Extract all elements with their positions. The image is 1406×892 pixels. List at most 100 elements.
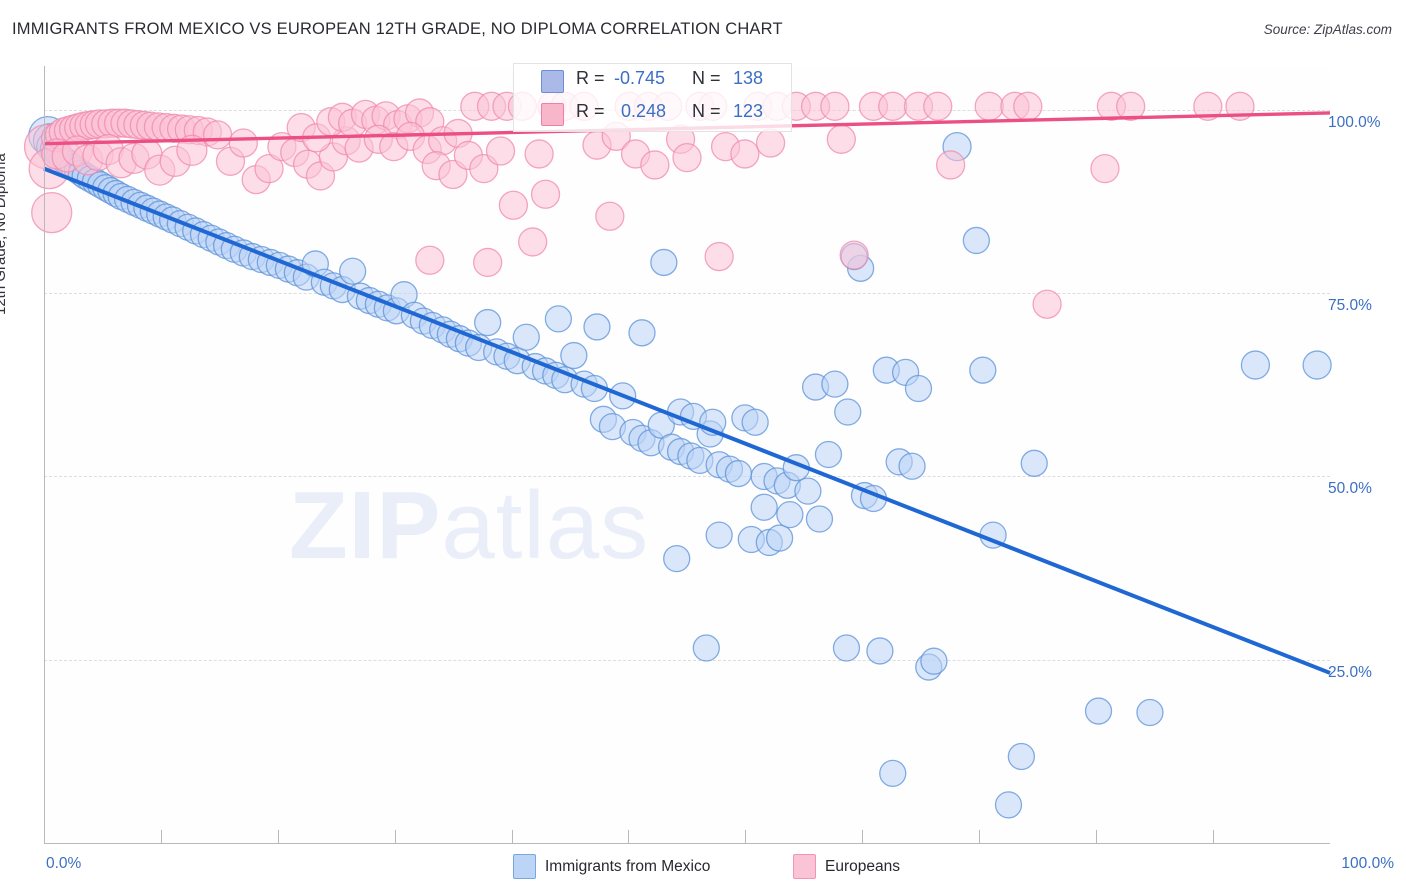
stats-swatch-europeans [541,103,564,126]
data-point [672,142,702,173]
data-point [994,791,1023,819]
x-axis-tick [1096,830,1098,843]
data-point [254,153,284,184]
data-point [794,477,822,505]
data-point [765,524,794,552]
data-point [1240,350,1271,380]
data-point [969,356,997,384]
page-title: IMMIGRANTS FROM MEXICO VS EUROPEAN 12TH … [12,20,783,38]
stats-row-europeans: R = 0.248 N = 123 [514,97,791,130]
y-axis-label: 25.0% [1328,663,1372,681]
x-axis-tick [862,830,864,843]
data-point [1007,742,1036,771]
gridline [44,476,1330,478]
data-point [805,505,834,533]
data-point [692,634,720,662]
data-point [750,493,778,521]
stats-r-label-mexico: R = [576,68,605,88]
data-point [524,139,554,169]
data-point [962,226,990,255]
correlation-stats-box: R = -0.745 N = 138 R = 0.248 N = 123 [513,63,792,132]
data-point [1193,91,1223,121]
scatter-layer [23,91,1332,819]
x-axis-line [44,843,1330,844]
data-point [935,150,966,180]
data-point [485,136,516,166]
data-point [415,245,445,275]
data-point [878,91,908,121]
data-point [1302,350,1332,380]
data-point [820,91,850,121]
stats-r-value-europeans: 0.248 [621,101,667,121]
data-point [974,91,1004,121]
x-axis-tick [511,830,513,843]
data-point [338,257,367,285]
y-axis-label: 75.0% [1328,297,1372,315]
stats-n-label-europeans: N = [692,101,721,121]
y-axis-label: 100.0% [1328,113,1381,131]
data-point [776,500,804,529]
data-point [640,150,670,180]
data-point [826,124,856,154]
data-point [920,647,948,675]
x-axis-tick [277,830,279,843]
stats-n-label-mexico: N = [692,68,721,88]
data-point [530,179,561,209]
data-point [474,308,502,337]
stats-r-value-mexico: -0.745 [614,68,666,88]
plot-area: ZIPatlas [23,66,1332,843]
data-point [832,634,861,662]
data-point [228,128,258,158]
data-point [730,139,760,169]
data-point [1116,91,1146,121]
x-axis-tick [1212,830,1214,843]
data-point [755,128,786,158]
data-point [512,323,540,351]
trendline [43,166,1331,675]
data-point [879,759,907,788]
data-point [704,241,734,272]
series-legend: Immigrants from Mexico Europeans [0,851,1406,883]
data-point [650,248,678,277]
data-point [898,452,926,480]
legend-swatch-europeans [793,854,816,879]
source-attribution: Source: ZipAtlas.com [1263,22,1392,37]
data-point [560,341,588,370]
x-axis-tick [394,830,396,843]
data-point [821,370,849,398]
y-axis-line [44,66,45,843]
data-point [595,201,625,231]
gridline [44,293,1330,295]
data-point [202,120,233,150]
data-point [583,313,611,341]
data-point [1090,153,1120,184]
legend-swatch-mexico [513,854,536,879]
legend-label-mexico: Immigrants from Mexico [545,857,711,875]
data-point [839,240,869,270]
data-point [1136,698,1164,727]
data-point [1013,91,1043,121]
stats-row-mexico: R = -0.745 N = 138 [514,64,791,97]
x-axis-min-label: 0.0% [46,855,82,872]
legend-item-europeans[interactable]: Europeans [793,854,900,879]
data-point [866,637,894,665]
data-point [834,398,862,426]
data-point [31,191,73,234]
y-axis-label: 50.0% [1328,480,1372,498]
data-point [1020,449,1048,477]
data-point [741,408,769,436]
x-axis-max-label: 100.0% [1341,855,1394,872]
data-point [904,374,933,403]
x-axis-tick [979,830,981,843]
legend-item-immigrants-from-mexico[interactable]: Immigrants from Mexico [513,854,710,879]
data-point [1084,697,1113,725]
y-axis-title: 12th Grade, No Diploma [0,153,9,315]
watermark-suffix: atlas [441,472,650,579]
data-point [518,227,548,257]
data-point [1032,289,1062,319]
stats-swatch-mexico [541,70,564,93]
stats-n-value-mexico: 138 [733,68,764,88]
data-point [705,521,733,549]
data-point [473,247,503,278]
watermark-prefix: ZIP [289,472,442,579]
